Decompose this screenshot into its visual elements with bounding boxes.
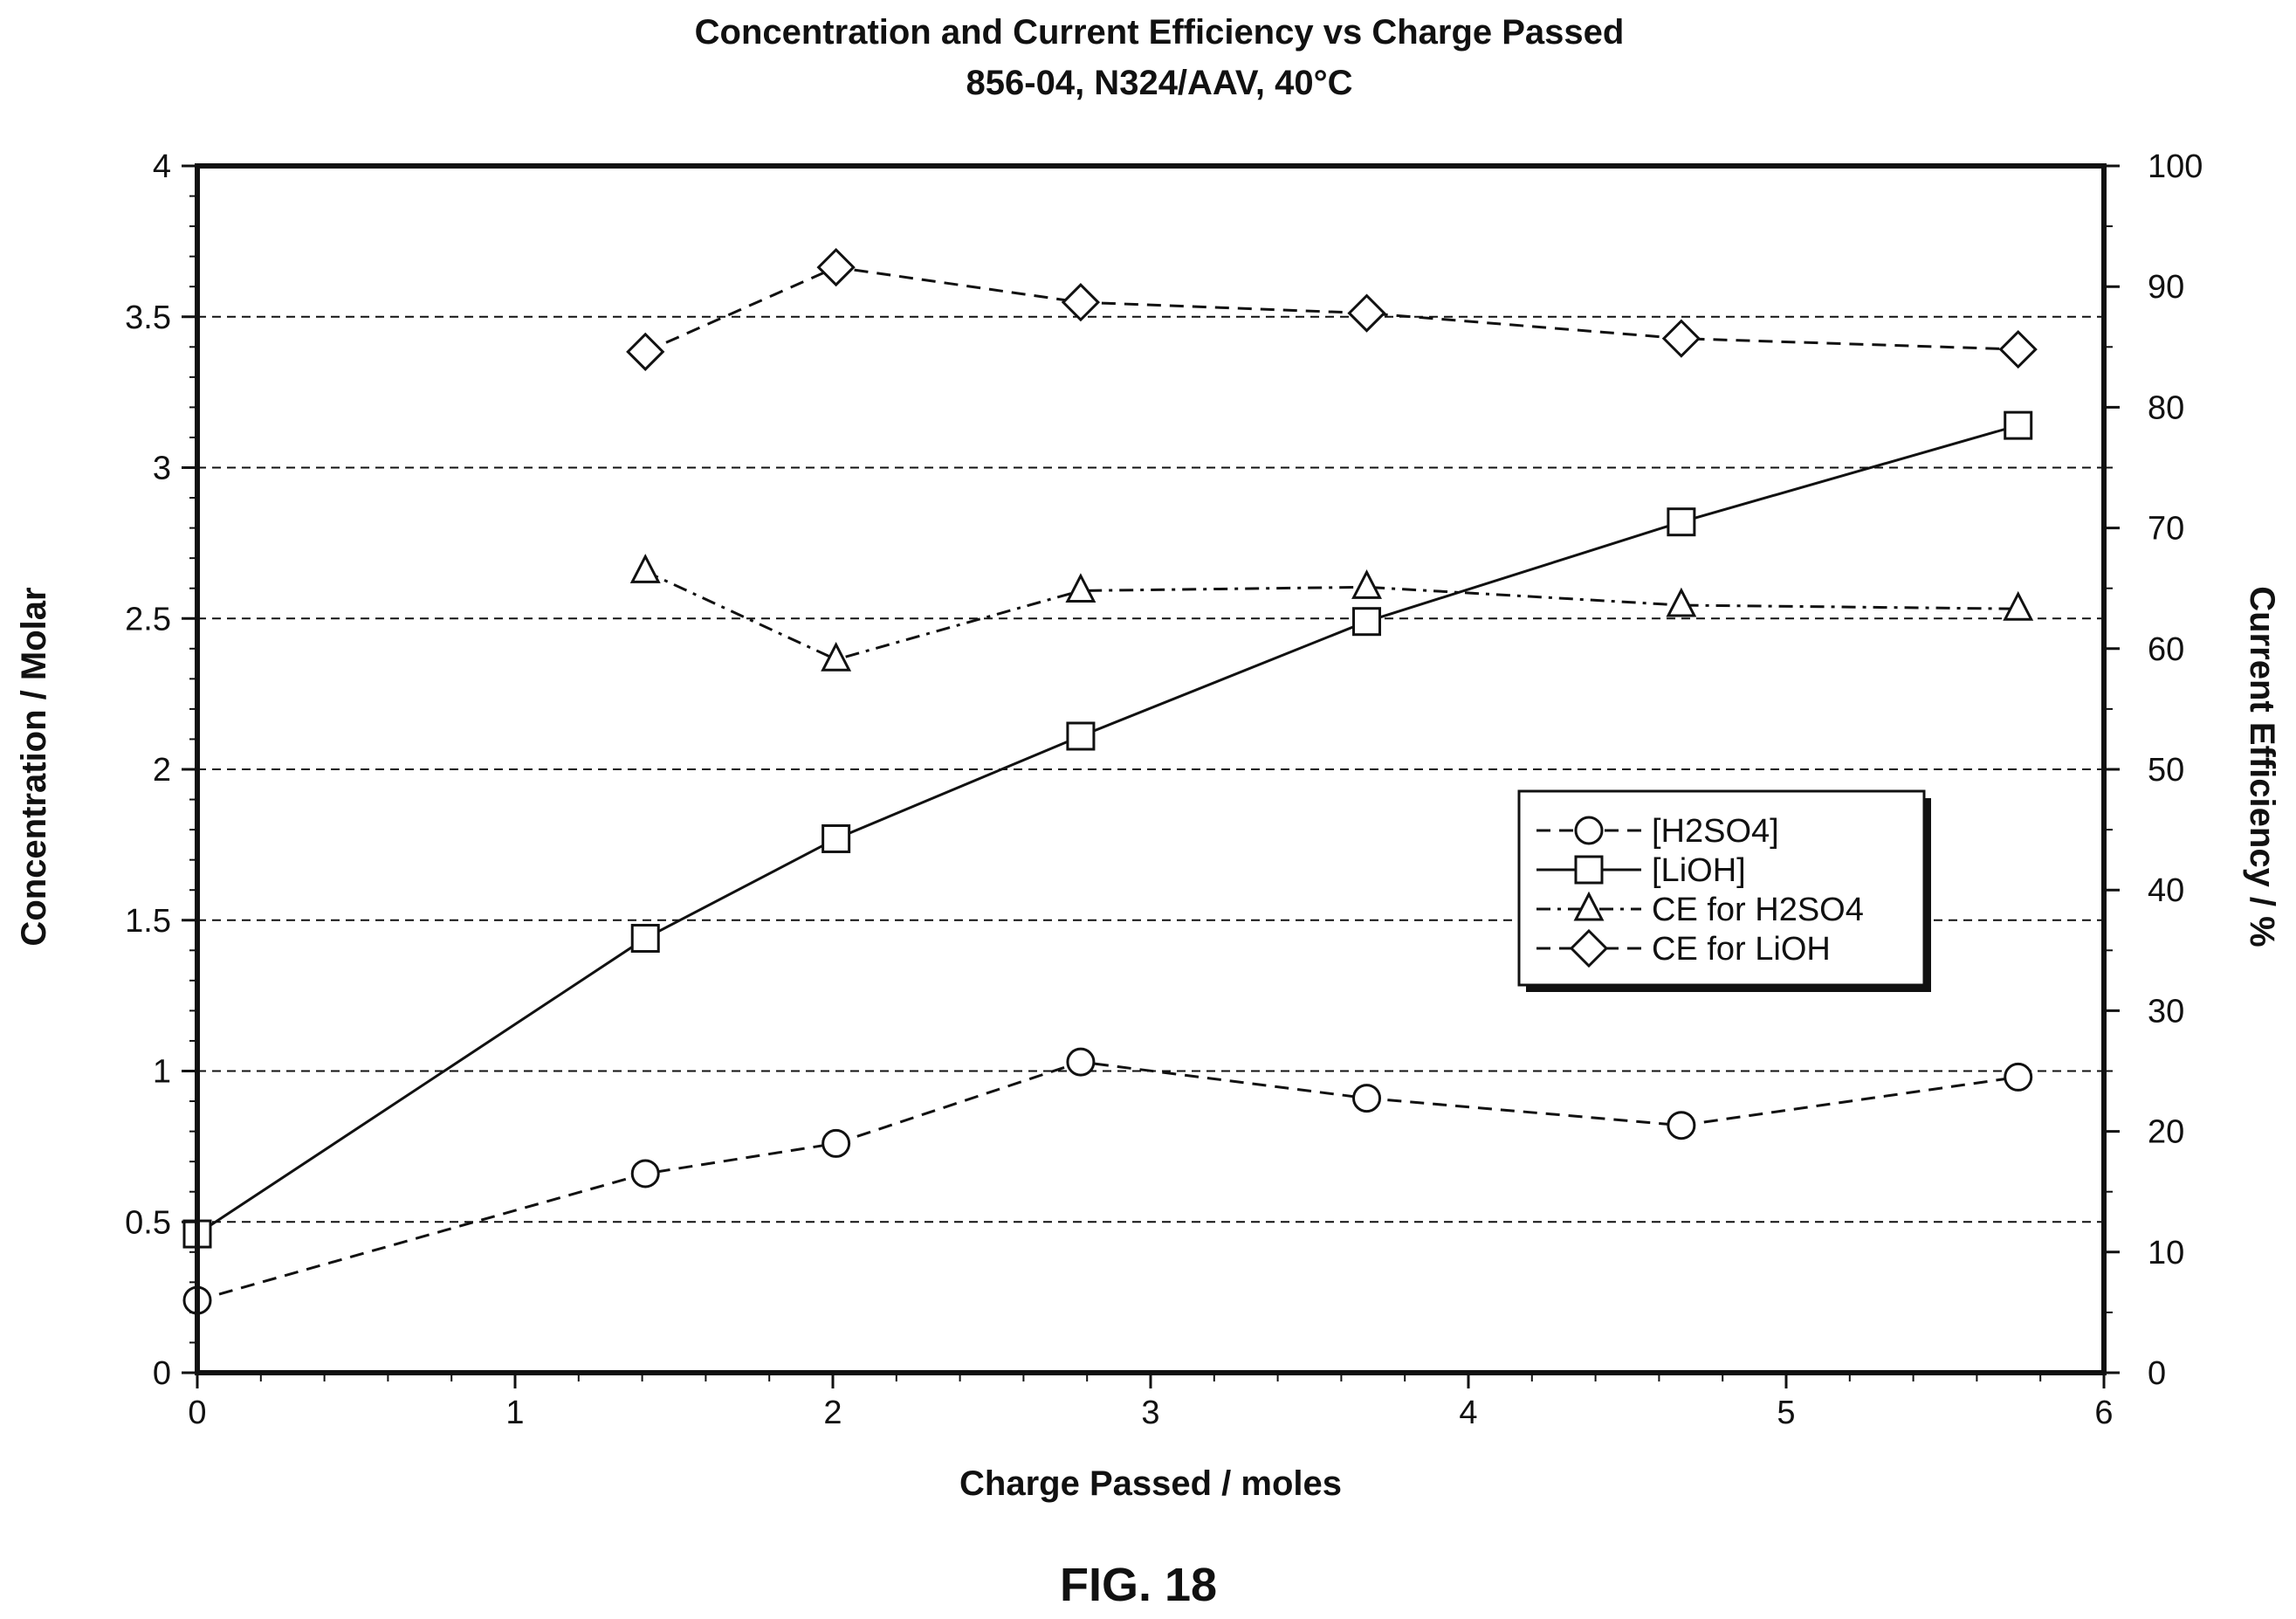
x-axis-label: Charge Passed / moles <box>959 1464 1342 1503</box>
series-4-point <box>626 332 665 371</box>
series-1-point <box>630 1159 660 1188</box>
series-2-point <box>2004 410 2033 440</box>
x-tick-label: 0 <box>188 1395 206 1431</box>
x-tick-label: 4 <box>1459 1395 1477 1431</box>
y2-tick-label: 0 <box>2148 1355 2166 1392</box>
series-3 <box>629 554 2034 672</box>
x-tick-label: 1 <box>505 1395 524 1431</box>
y-axis-label: Concentration / Molar <box>15 587 53 946</box>
series-3-line <box>644 569 2018 661</box>
series-3-point <box>629 554 661 583</box>
x-tick-label: 6 <box>2094 1395 2113 1431</box>
y2-tick-label: 30 <box>2148 993 2184 1030</box>
series-1-point <box>2004 1062 2033 1092</box>
y-tick-label: 3 <box>153 451 171 487</box>
series-3-point <box>1666 587 1697 617</box>
figure-label: FIG. 18 <box>1060 1559 1217 1611</box>
gridlines <box>197 315 2104 1223</box>
series-2-point <box>1352 607 1382 637</box>
series-3-point <box>2003 590 2034 621</box>
series-4-point <box>1061 283 1101 322</box>
series-1-point <box>821 1128 851 1158</box>
y-tick-label: 1.5 <box>125 903 171 940</box>
y2-tick-label: 50 <box>2148 752 2184 789</box>
legend-entry-label: [LiOH] <box>1652 852 1746 889</box>
y2-tick-label: 80 <box>2148 389 2184 426</box>
legend-entry-label: CE for H2SO4 <box>1652 892 1864 928</box>
series-4 <box>626 247 2038 371</box>
y-tick-label: 4 <box>153 148 171 185</box>
series-layer <box>182 247 2038 1315</box>
series-2-point <box>1667 507 1696 537</box>
y2-tick-label: 100 <box>2148 148 2203 185</box>
series-2-point <box>630 923 660 953</box>
y-tick-label: 0 <box>153 1355 171 1392</box>
y2-axis-label: Current Efficiency / % <box>2243 586 2281 947</box>
series-3-point <box>1351 569 1382 599</box>
y2-tick-label: 10 <box>2148 1235 2184 1271</box>
legend-marker <box>1574 855 1604 885</box>
series-1-point <box>1667 1111 1696 1140</box>
x-tick-label: 5 <box>1777 1395 1795 1431</box>
series-1-line <box>196 1060 2018 1302</box>
chart-title: Concentration and Current Efficiency vs … <box>695 13 1625 52</box>
y-tick-label: 3.5 <box>125 300 171 336</box>
series-1 <box>182 1047 2033 1315</box>
y2-tick-label: 70 <box>2148 511 2184 548</box>
legend-marker <box>1573 891 1605 921</box>
series-1-point <box>1352 1084 1382 1113</box>
y-tick-label: 2 <box>153 752 171 789</box>
y-tick-label: 2.5 <box>125 601 171 637</box>
legend-marker <box>1569 928 1609 968</box>
series-1-point <box>1066 1047 1096 1077</box>
legend-entry-label: [H2SO4] <box>1652 813 1779 850</box>
chart-subtitle: 856-04, N324/AAV, 40°C <box>966 64 1353 102</box>
series-4-point <box>1998 329 2038 369</box>
y-tick-label: 0.5 <box>125 1204 171 1241</box>
y2-tick-label: 40 <box>2148 872 2184 909</box>
series-4-point <box>816 247 856 287</box>
y-tick-label: 1 <box>153 1054 171 1091</box>
axis-ticks <box>182 164 2120 1388</box>
legend-entry-label: CE for LiOH <box>1652 931 1831 968</box>
series-4-point <box>1347 293 1386 333</box>
series-2-point <box>1066 721 1096 751</box>
series-3-point <box>1065 573 1096 603</box>
series-4-line <box>644 265 2018 354</box>
series-4-point <box>1661 319 1701 358</box>
axis-tick-labels: 00.511.522.533.5401020304050607080901000… <box>125 148 2203 1431</box>
y2-tick-label: 90 <box>2148 269 2184 306</box>
x-tick-label: 3 <box>1141 1395 1159 1431</box>
legend-marker <box>1574 816 1604 845</box>
x-tick-label: 2 <box>823 1395 842 1431</box>
series-2-point <box>821 823 851 853</box>
series-3-point <box>821 641 852 672</box>
y2-tick-label: 60 <box>2148 631 2184 668</box>
y2-tick-label: 20 <box>2148 1114 2184 1151</box>
